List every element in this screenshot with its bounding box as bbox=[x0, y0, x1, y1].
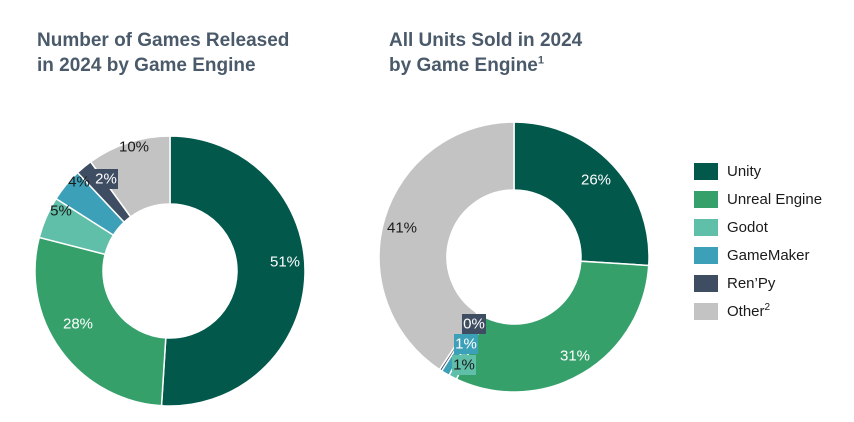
legend-swatch-unreal-engine bbox=[694, 190, 718, 208]
footnote-marker: 2 bbox=[764, 301, 771, 313]
donut-slice-other bbox=[378, 121, 515, 371]
slice-label-box bbox=[94, 169, 118, 189]
slice-label-box bbox=[454, 334, 478, 354]
slice-label-ren-py: 0% bbox=[463, 316, 485, 333]
legend-label: Ren’Py bbox=[727, 274, 776, 292]
legend-item-renpy: Ren’Py bbox=[694, 269, 822, 297]
donut-slice-unity bbox=[160, 135, 306, 407]
donut-chart-units-sold: 26% 31% 1% 1% 0% 41% bbox=[378, 121, 650, 393]
legend-swatch-other bbox=[694, 302, 718, 320]
legend-item-godot: Godot bbox=[694, 213, 822, 241]
donut-slice-unity bbox=[513, 121, 650, 267]
donut-slice-other bbox=[89, 135, 171, 218]
chart-title-games-released: Number of Games Released in 2024 by Game… bbox=[37, 28, 289, 78]
footnote-marker: 1 bbox=[537, 54, 544, 67]
chart-title-units-sold: All Units Sold in 2024 by Game Engine1 bbox=[389, 28, 582, 78]
legend-swatch-renpy bbox=[694, 274, 718, 292]
slice-label-other: 41% bbox=[387, 220, 417, 237]
legend-label-text: Other bbox=[727, 302, 765, 320]
slice-label-godot: 5% bbox=[50, 203, 72, 220]
legend-item-other: Other2 bbox=[694, 297, 822, 325]
legend: Unity Unreal Engine Godot GameMaker Ren’… bbox=[694, 157, 822, 325]
slice-label-box bbox=[462, 314, 486, 334]
legend-swatch-godot bbox=[694, 218, 718, 236]
legend-label: GameMaker bbox=[727, 246, 810, 264]
slice-label-other: 10% bbox=[119, 139, 149, 156]
chart-title-text: by Game Engine bbox=[389, 55, 538, 76]
legend-item-unreal-engine: Unreal Engine bbox=[694, 185, 822, 213]
legend-item-unity: Unity bbox=[694, 157, 822, 185]
legend-swatch-unity bbox=[694, 162, 718, 180]
donut-slice-unreal-engine bbox=[34, 236, 167, 407]
slice-label-gamemaker: 1% bbox=[455, 336, 477, 353]
slice-label-box bbox=[452, 355, 476, 375]
slice-label-gamemaker: 4% bbox=[68, 174, 90, 191]
legend-item-gamemaker: GameMaker bbox=[694, 241, 822, 269]
slice-label-unreal-engine: 31% bbox=[560, 348, 590, 365]
chart-title-line: by Game Engine1 bbox=[389, 53, 582, 78]
donut-slice-unreal-engine bbox=[455, 260, 650, 393]
slice-label-unity: 26% bbox=[581, 172, 611, 189]
chart-title-line: All Units Sold in 2024 bbox=[389, 30, 583, 51]
slice-label-godot: 1% bbox=[453, 357, 475, 374]
legend-label: Unreal Engine bbox=[727, 190, 823, 208]
slice-label-unity: 51% bbox=[270, 254, 300, 271]
donut-chart-games-released: 51% 28% 5% 4% 2%10% bbox=[34, 135, 306, 407]
slice-label-unreal-engine: 28% bbox=[63, 316, 93, 333]
legend-swatch-gamemaker bbox=[694, 246, 718, 264]
slice-label-ren-py: 2% bbox=[95, 171, 117, 188]
legend-label: Godot bbox=[727, 218, 768, 236]
chart-title-line: Number of Games Released bbox=[37, 30, 290, 51]
legend-label: Other2 bbox=[727, 301, 771, 320]
legend-label: Unity bbox=[727, 162, 762, 180]
chart-title-line: in 2024 by Game Engine bbox=[37, 55, 256, 76]
